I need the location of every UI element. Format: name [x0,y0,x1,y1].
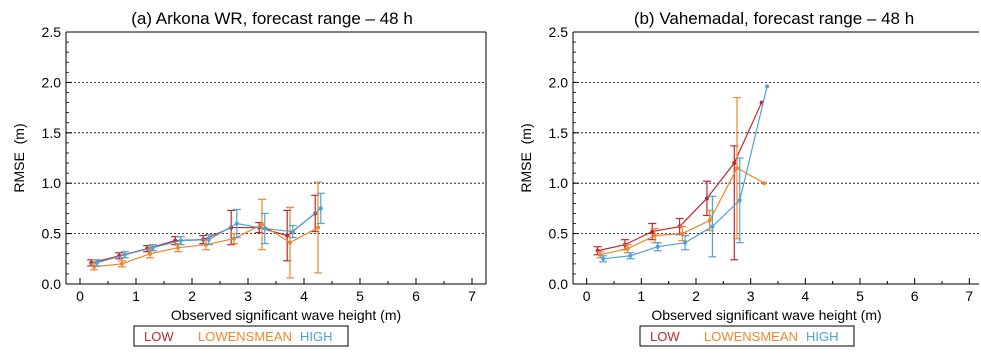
x-tick-label: 2 [692,288,700,304]
data-point [120,261,124,266]
series-lowensmean [596,96,767,259]
x-tick-label: 7 [965,288,973,304]
y-tick-label: 0.5 [549,226,569,242]
y-tick-label: 1.0 [42,175,62,191]
legend-entry-low: LOW [144,329,174,344]
data-point [735,166,739,171]
legend-box [639,325,855,347]
x-tick-label: 1 [637,288,645,304]
x-tick-label: 0 [76,288,84,304]
data-point [765,84,770,89]
chart-panel-0: (a) Arkona WR, forecast range – 48 h 0 1 2 3… [11,9,487,347]
legend: LOW LOWENSMEAN HIGH [133,325,349,347]
y-tick-label: 1.0 [549,175,569,191]
series-high [92,192,325,267]
data-point [206,237,211,242]
y-tick-label: 1.5 [42,125,62,141]
data-point [762,181,767,186]
data-point [704,196,709,201]
x-axis-label: Observed significant wave height (m) [651,307,881,323]
data-point [234,221,239,226]
y-tick-label: 2.0 [549,74,569,90]
legend-entry-high: HIGH [806,329,839,344]
x-tick-label: 4 [801,288,809,304]
series-low [593,100,764,261]
data-point [655,244,660,249]
y-tick-label: 0.5 [42,226,62,242]
x-axis-label: Observed significant wave height (m) [171,307,401,323]
y-tick-label: 2.5 [549,24,569,40]
legend-entry-low: LOW [650,329,680,344]
data-point [601,256,606,261]
x-tick-label: 4 [300,288,308,304]
data-point [710,224,715,229]
legend-box [133,325,349,347]
y-tick-label: 1.5 [549,125,569,141]
data-point [122,252,127,257]
data-point [628,253,633,258]
y-tick-label: 0.0 [42,276,62,292]
data-point [150,245,155,250]
y-tick-label: 2.0 [42,74,62,90]
data-point [148,251,152,256]
data-point [288,240,292,245]
data-point [178,238,183,243]
data-point [316,225,320,230]
legend-entry-lowensmean: LOWENSMEAN [704,329,798,344]
x-tick-label: 3 [244,288,252,304]
data-point [262,226,267,231]
x-tick-label: 5 [856,288,864,304]
data-point [680,231,685,236]
x-tick-label: 6 [412,288,420,304]
x-tick-label: 0 [583,288,591,304]
data-point [260,222,264,227]
data-point [732,161,737,166]
data-point [625,246,630,251]
chart-title: (a) Arkona WR, forecast range – 48 h [131,9,413,28]
x-tick-label: 3 [747,288,755,304]
chart-panel-1: (b) Vahemadal, forecast range – 48 h 0 1 2 3… [518,9,979,347]
chart-title: (b) Vahemadal, forecast range – 48 h [634,9,914,28]
data-point [285,233,290,238]
x-tick-label: 7 [468,288,476,304]
data-point [653,233,657,238]
y-axis-label: RMSE (m) [11,123,27,192]
x-tick-label: 5 [356,288,364,304]
y-tick-label: 0.0 [549,276,569,292]
data-point [176,245,180,250]
data-point [737,198,742,203]
legend: LOW LOWENSMEAN HIGH [639,325,855,347]
x-tick-label: 1 [132,288,140,304]
x-tick-label: 6 [911,288,919,304]
data-point [290,229,295,234]
data-point [707,218,712,223]
data-point [683,240,688,245]
data-point [94,260,99,265]
y-axis-label: RMSE (m) [518,123,534,192]
x-tick-label: 2 [188,288,196,304]
legend-entry-lowensmean: LOWENSMEAN [198,329,292,344]
data-point [650,229,655,234]
legend-entry-high: HIGH [300,329,333,344]
series-high [599,84,770,263]
data-point [318,206,323,211]
y-tick-label: 2.5 [42,24,62,40]
